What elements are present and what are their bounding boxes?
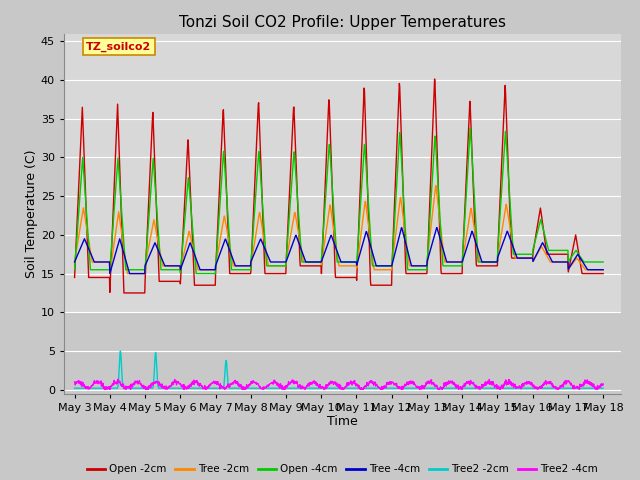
Title: Tonzi Soil CO2 Profile: Upper Temperatures: Tonzi Soil CO2 Profile: Upper Temperatur… (179, 15, 506, 30)
Y-axis label: Soil Temperature (C): Soil Temperature (C) (25, 149, 38, 278)
Bar (64, 312, 621, 394)
Text: TZ_soilco2: TZ_soilco2 (86, 42, 152, 52)
X-axis label: Time: Time (327, 415, 358, 429)
Legend: Open -2cm, Tree -2cm, Open -4cm, Tree -4cm, Tree2 -2cm, Tree2 -4cm: Open -2cm, Tree -2cm, Open -4cm, Tree -4… (83, 460, 602, 479)
